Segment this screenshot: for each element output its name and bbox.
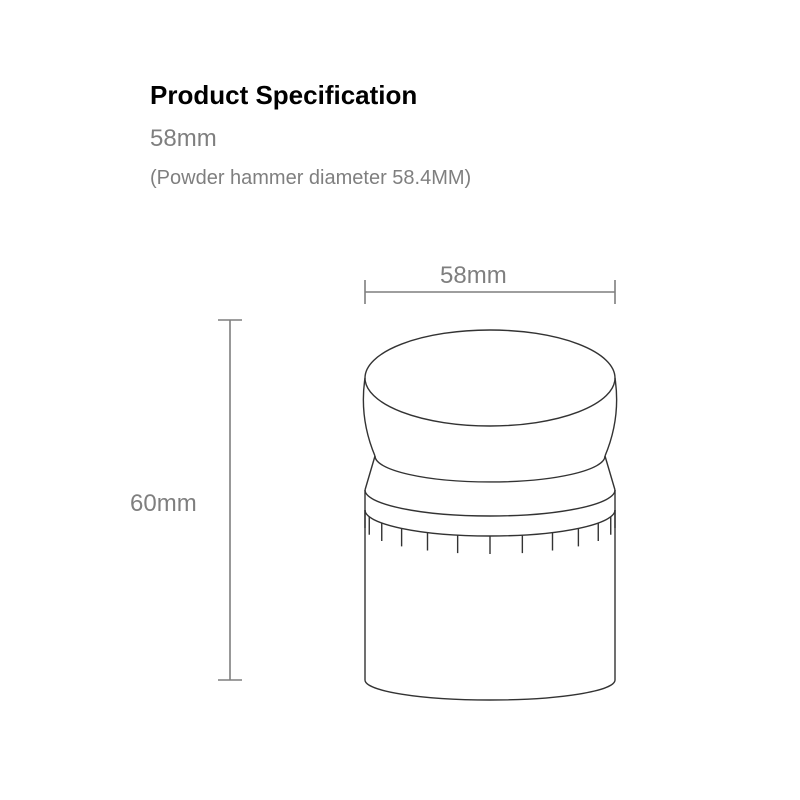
dimension-diagram: 58mm 60mm	[140, 260, 660, 730]
spec-note: (Powder hammer diameter 58.4MM)	[150, 167, 471, 190]
width-dimension-label: 58mm	[440, 262, 507, 290]
product-outline-svg	[140, 260, 660, 730]
height-dimension-label: 60mm	[130, 490, 197, 518]
spec-subtitle: 58mm	[150, 125, 471, 153]
heading-block: Product Specification 58mm (Powder hamme…	[150, 80, 471, 190]
spec-title: Product Specification	[150, 80, 471, 111]
